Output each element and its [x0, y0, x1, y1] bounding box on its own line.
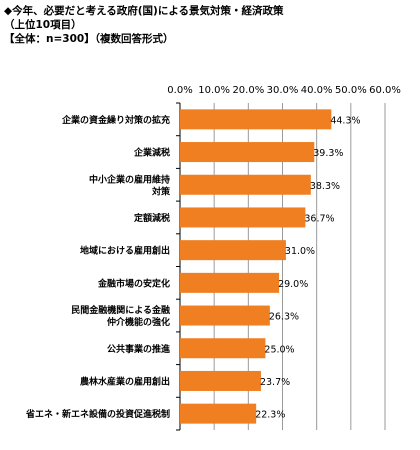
x-tick-label: 40.0%: [301, 85, 333, 96]
value-label: 44.3%: [330, 115, 360, 126]
x-tick-label: 50.0%: [335, 85, 367, 96]
category-label: 定額減税: [133, 212, 170, 224]
bar: [180, 240, 286, 261]
value-label: 25.0%: [264, 344, 294, 355]
bar: [180, 370, 261, 391]
category-label: 金融市場の安定化: [97, 277, 170, 289]
category-label: 企業減税: [133, 147, 170, 159]
category-label: 地域における雇用創出: [80, 245, 170, 257]
category-label: 農林水産業の雇用創出: [80, 375, 170, 387]
x-tick-label: 30.0%: [267, 85, 299, 96]
category-label: 省エネ・新エネ設備の投資促進税制: [25, 408, 170, 420]
category-label: 中小企業の雇用維持: [89, 173, 170, 185]
value-label: 39.3%: [313, 148, 343, 159]
x-tick-label: 0.0%: [167, 85, 192, 96]
value-label: 29.0%: [278, 279, 308, 290]
chart-header: ◆今年、必要だと考える政府(国)による景気対策・経済政策 （上位10項目） 【全…: [4, 4, 284, 46]
category-label: 仲介機能の強化: [107, 316, 170, 328]
bar: [180, 174, 311, 195]
bar: [180, 338, 266, 359]
sample-base-note: 【全体：n=300】（複数回答形式）: [4, 33, 174, 45]
value-label: 36.7%: [304, 213, 334, 224]
x-tick-label: 60.0%: [369, 85, 401, 96]
x-tick-label: 20.0%: [232, 85, 264, 96]
value-label: 22.3%: [255, 410, 285, 421]
bar: [180, 142, 315, 163]
value-label: 31.0%: [285, 246, 315, 257]
chart-subtitle: （上位10項目）: [4, 19, 82, 31]
bar: [180, 207, 306, 228]
category-label: 企業の資金繰り対策の拡充: [61, 114, 170, 126]
value-label: 26.3%: [269, 312, 299, 323]
chart-title: ◆今年、必要だと考える政府(国)による景気対策・経済政策: [4, 5, 284, 17]
value-label: 38.3%: [310, 181, 340, 192]
category-label: 公共事業の推進: [107, 343, 171, 355]
category-label: 対策: [151, 185, 171, 197]
bar: [180, 305, 270, 326]
bar: [180, 272, 280, 293]
bar: [180, 109, 332, 130]
bar: [180, 403, 257, 424]
x-tick-label: 10.0%: [198, 85, 230, 96]
category-label: 民間金融機関による金融: [71, 304, 170, 316]
value-label: 23.7%: [260, 377, 290, 388]
